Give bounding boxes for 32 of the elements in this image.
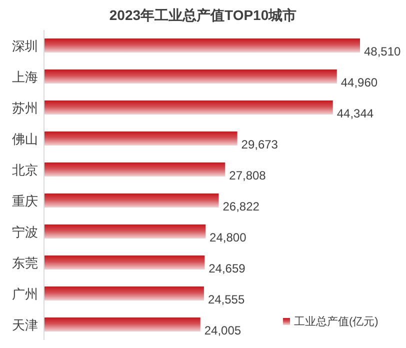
y-tick-label: 广州 — [12, 286, 38, 302]
data-label: 24,659 — [208, 262, 246, 276]
y-tick-label: 重庆 — [12, 194, 38, 208]
bar — [44, 256, 205, 270]
data-label: 29,673 — [241, 138, 278, 152]
y-tick-label: 佛山 — [12, 132, 38, 146]
bar — [44, 100, 333, 114]
data-label: 26,822 — [222, 200, 260, 214]
y-tick-label: 天津 — [12, 318, 38, 332]
y-tick-label: 东莞 — [12, 256, 38, 270]
bar — [44, 194, 219, 208]
data-label: 44,344 — [336, 106, 374, 120]
bar — [44, 224, 206, 238]
bar — [44, 318, 200, 332]
data-label: 44,960 — [340, 76, 378, 90]
data-label: 48,510 — [364, 44, 402, 58]
bar — [44, 70, 337, 84]
y-tick-label: 深圳 — [12, 38, 38, 54]
legend-label: 工业总产值(亿元) — [294, 315, 378, 328]
y-tick-label: 上海 — [12, 70, 38, 84]
chart-title: 2023年工业总产值TOP10城市 — [109, 7, 297, 23]
data-label: 27,808 — [229, 168, 266, 182]
bar — [44, 38, 360, 52]
data-label: 24,005 — [204, 324, 242, 338]
data-label: 24,800 — [210, 230, 247, 244]
bar — [44, 286, 204, 300]
y-tick-label: 北京 — [12, 162, 38, 178]
bar — [44, 162, 226, 176]
y-tick-label: 宁波 — [12, 224, 38, 240]
bar — [44, 132, 238, 146]
y-tick-label: 苏州 — [12, 100, 38, 116]
data-label: 24,555 — [208, 292, 245, 306]
